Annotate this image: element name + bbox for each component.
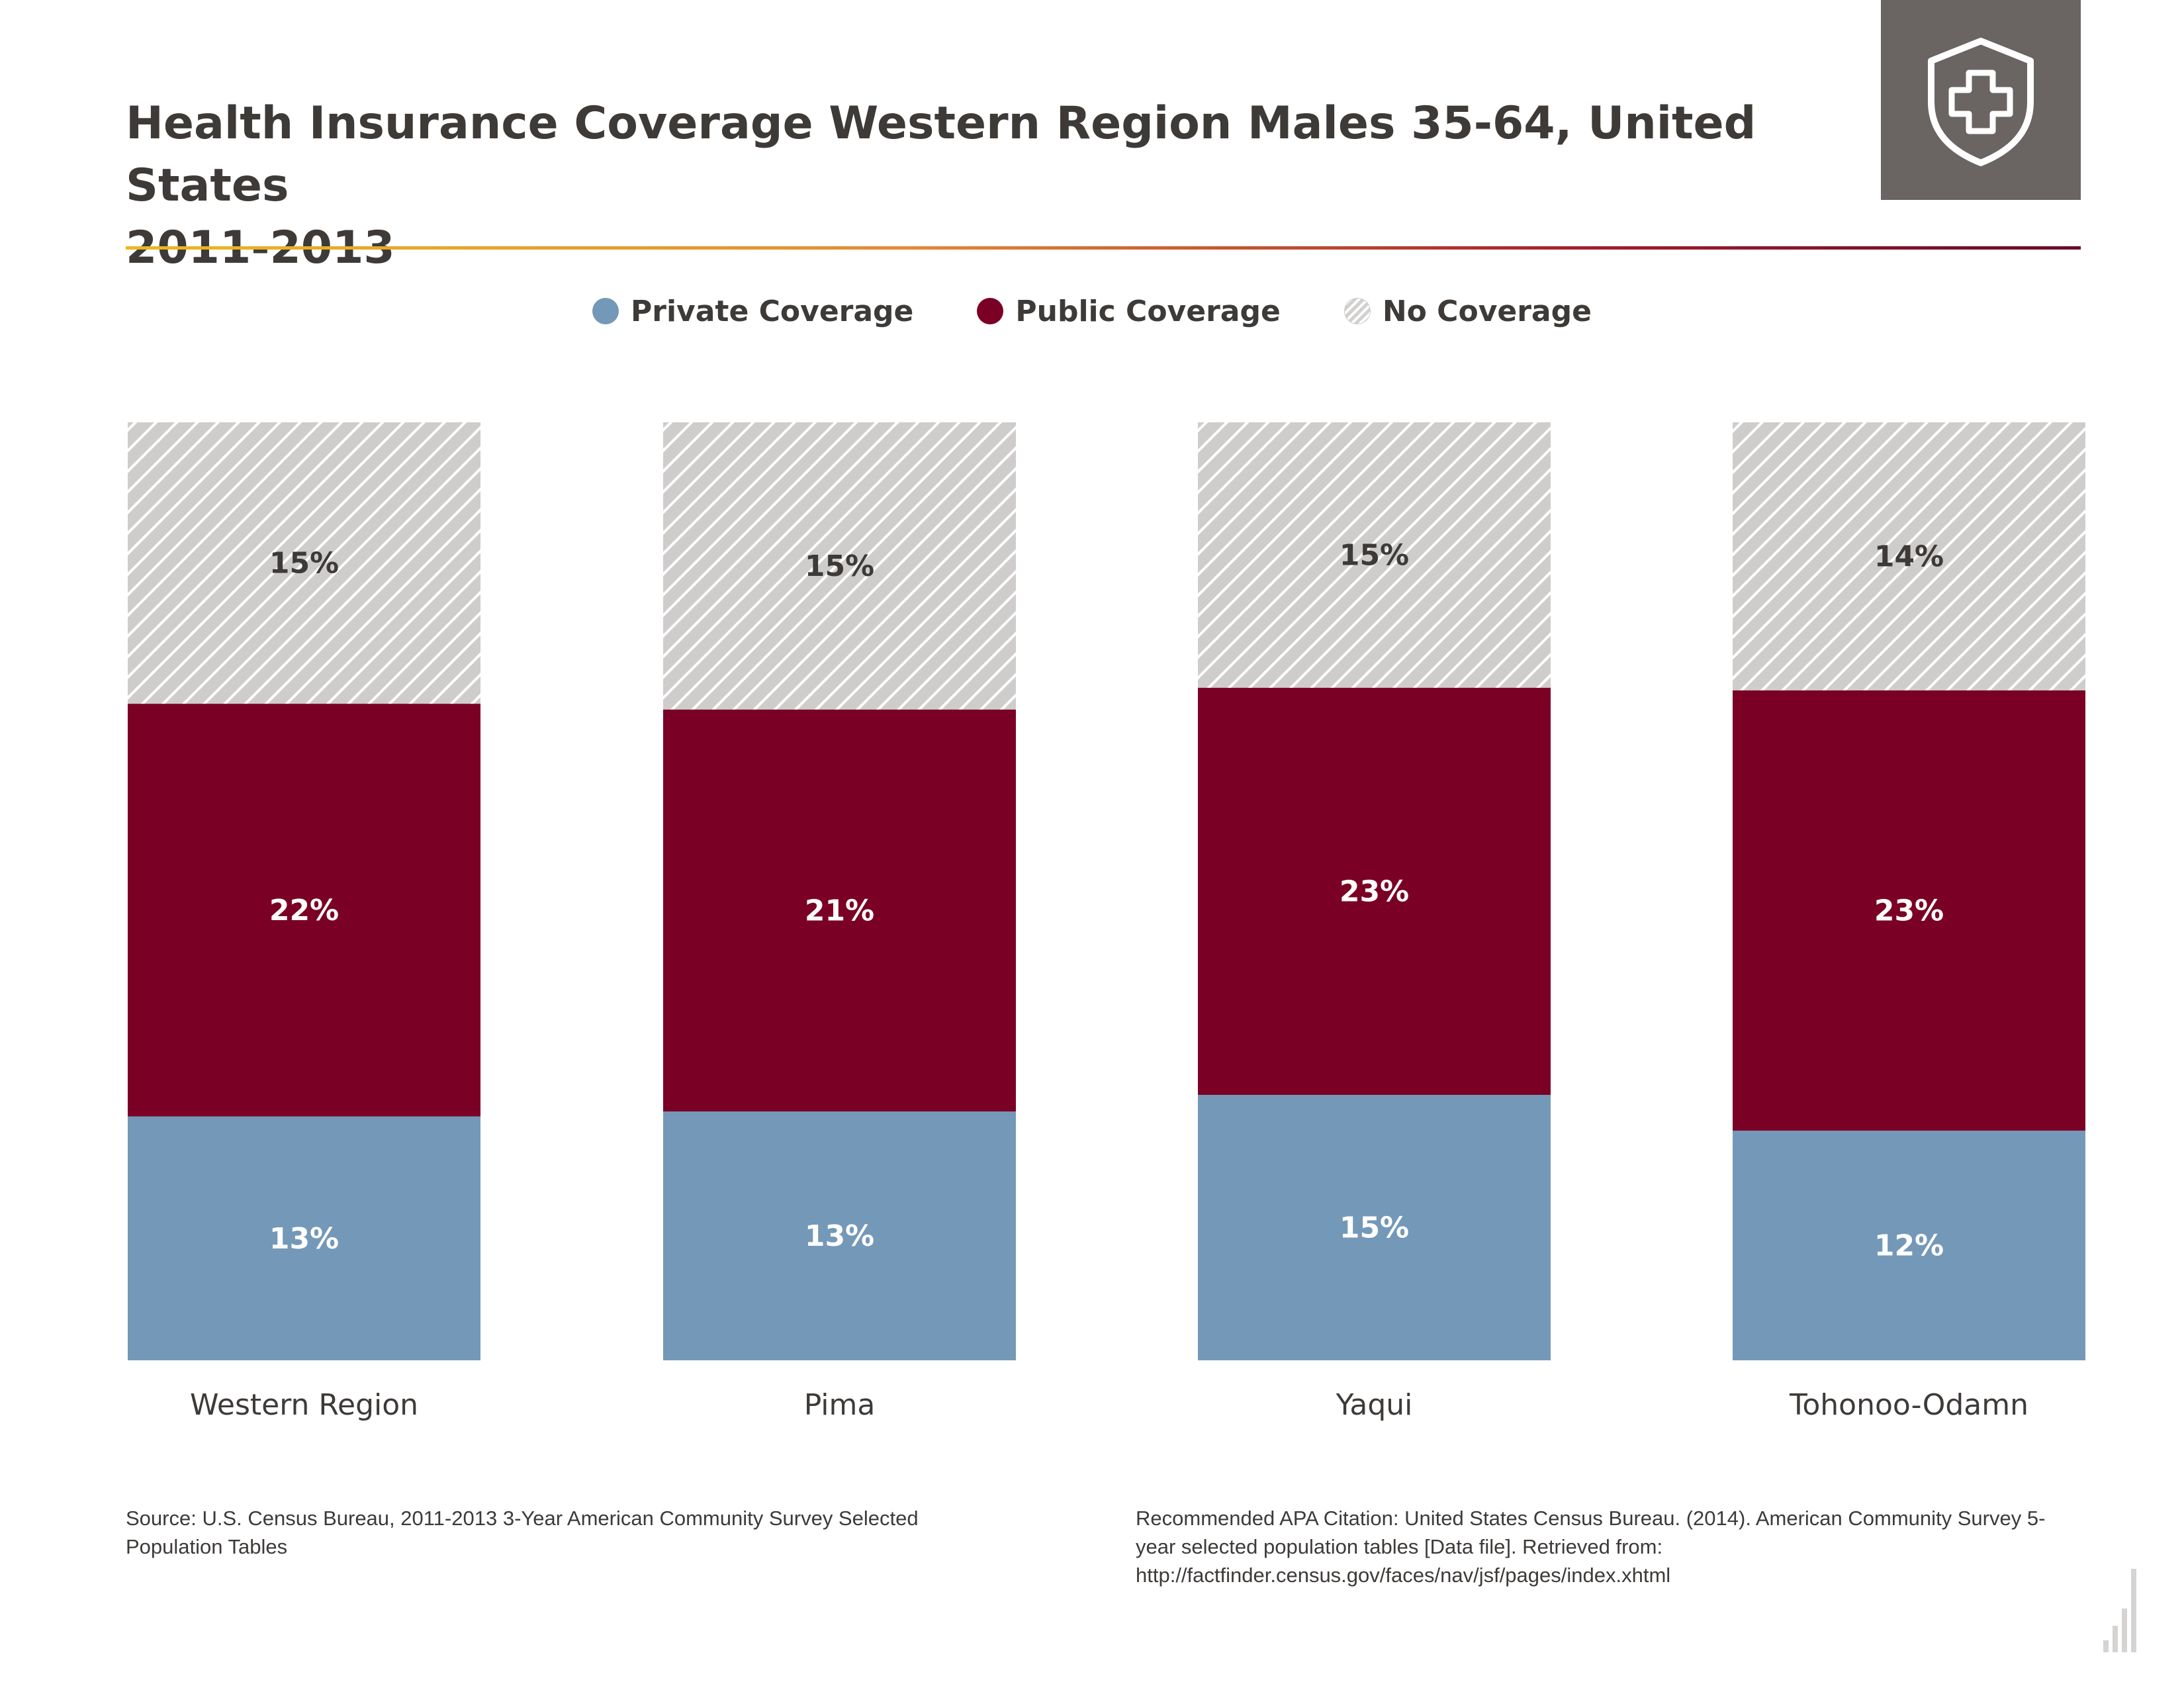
bar-public-coverage-western-region (128, 704, 480, 1117)
data-label-private-coverage-western-region: 13% (269, 1222, 339, 1256)
legend-label-none: No Coverage (1382, 294, 1592, 328)
legend-swatch-none (1343, 298, 1371, 324)
bar-public-coverage-tohonoo-odamn (1733, 690, 2085, 1131)
bar-no-coverage-tohonoo-odamn (1733, 422, 2085, 690)
chart-title-line-1: Health Insurance Coverage Western Region… (126, 97, 1756, 212)
bar-no-coverage-western-region (128, 422, 480, 704)
data-label-public-coverage-tohonoo-odamn: 23% (1874, 894, 1944, 927)
data-label-no-coverage-tohonoo-odamn: 14% (1874, 539, 1944, 573)
bar-public-coverage-yaqui (1198, 688, 1551, 1095)
bar-private-coverage-western-region (128, 1116, 480, 1360)
bar-private-coverage-yaqui (1198, 1094, 1551, 1360)
bar-private-coverage-tohonoo-odamn (1733, 1130, 2085, 1360)
bar-no-coverage-pima (663, 422, 1016, 710)
category-label-yaqui: Yaqui (1336, 1388, 1413, 1422)
legend-swatch-private (592, 298, 619, 324)
data-label-private-coverage-yaqui: 15% (1340, 1211, 1409, 1244)
category-labels: Western Region Pima Yaqui Tohonoo-Odamn (190, 1388, 2028, 1422)
bars-logo-icon (2103, 1569, 2136, 1652)
data-label-no-coverage-yaqui: 15% (1340, 539, 1409, 573)
title-divider (126, 246, 2081, 250)
data-label-private-coverage-tohonoo-odamn: 12% (1874, 1229, 1944, 1262)
data-label-private-coverage-pima: 13% (805, 1219, 874, 1253)
bar-public-coverage-pima (663, 709, 1016, 1112)
data-label-public-coverage-western-region: 22% (269, 894, 339, 927)
category-label-tohonoo-odamn: Tohonoo-Odamn (1789, 1388, 2028, 1422)
citation-note: Recommended APA Citation: United States … (1136, 1507, 2046, 1587)
category-label-pima: Pima (804, 1388, 876, 1422)
data-label-no-coverage-western-region: 15% (269, 547, 339, 581)
data-label-public-coverage-pima: 21% (805, 894, 874, 927)
legend: Private Coverage Public Coverage No Cove… (0, 291, 2184, 331)
legend-item-none: No Coverage (1343, 294, 1592, 328)
source-note: Source: U.S. Census Bureau, 2011-2013 3-… (126, 1507, 919, 1558)
stacked-bar-chart: 13% 22% 15% 13% 21% 15% 15% 23% 15% 12% 23% 14% Wes… (128, 422, 2085, 1422)
legend-item-public: Public Coverage (977, 294, 1281, 328)
legend-swatch-public (977, 298, 1004, 324)
chart-title: Health Insurance Coverage Western Region… (126, 93, 1780, 279)
shield-cross-icon (1928, 38, 2034, 166)
category-label-western-region: Western Region (190, 1388, 418, 1422)
header-badge (1881, 0, 2081, 200)
data-label-public-coverage-yaqui: 23% (1340, 875, 1409, 909)
bar-group: 13% 22% 15% 13% 21% 15% 15% 23% 15% 12% 23% 14% (128, 422, 2085, 1360)
legend-label-public: Public Coverage (1015, 294, 1281, 328)
legend-label-private: Private Coverage (631, 294, 914, 328)
data-label-no-coverage-pima: 15% (805, 549, 874, 583)
bar-no-coverage-yaqui (1198, 422, 1551, 688)
legend-item-private: Private Coverage (592, 295, 913, 328)
bar-private-coverage-pima (663, 1111, 1016, 1360)
